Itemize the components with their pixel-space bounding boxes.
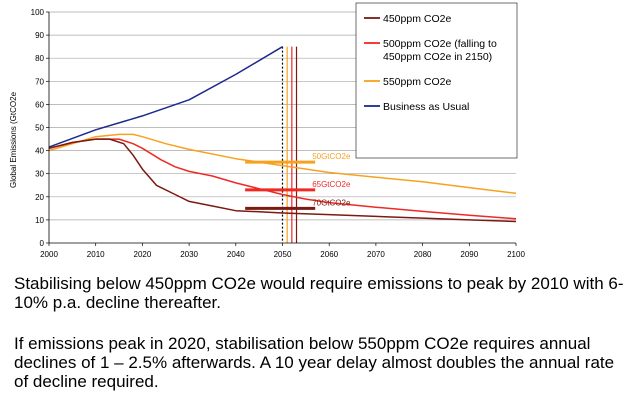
legend-box bbox=[355, 2, 518, 159]
annotation-label: 65GtCO2e bbox=[312, 180, 351, 189]
legend: 450ppm CO2e 500ppm CO2e (falling to 450ppm… bbox=[355, 2, 518, 159]
year-marker-lines bbox=[281, 46, 298, 243]
annotation-label: 50GtCO2e bbox=[312, 152, 351, 161]
y-tick-label: 20 bbox=[35, 193, 44, 202]
y-tick-label: 100 bbox=[31, 8, 45, 17]
legend-entry: 450ppm CO2e bbox=[383, 13, 451, 25]
legend-entry: 500ppm CO2e (falling to 450ppm CO2e in 21… bbox=[383, 38, 497, 63]
y-tick-label: 40 bbox=[35, 147, 44, 156]
x-axis-ticks: 2000 2010 2020 2030 2040 2050 2060 2070 2080 2090… bbox=[40, 243, 525, 259]
series-line bbox=[48, 138, 517, 220]
y-tick-label: 10 bbox=[35, 216, 44, 225]
caption-paragraph-1: Stabilising below 450ppm CO2e would requ… bbox=[14, 274, 624, 312]
series-lines bbox=[48, 46, 517, 223]
y-tick-label: 50 bbox=[35, 124, 44, 133]
x-tick-label: 2000 bbox=[40, 250, 58, 259]
y-tick-label: 60 bbox=[35, 100, 44, 109]
x-tick-label: 2020 bbox=[134, 250, 152, 259]
x-tick-label: 2060 bbox=[320, 250, 338, 259]
legend-entry: 550ppm CO2e bbox=[383, 76, 451, 88]
x-tick-label: 2100 bbox=[507, 250, 525, 259]
y-axis-label: Global Emissions (GtCO2e bbox=[9, 91, 18, 188]
y-tick-label: 80 bbox=[35, 54, 44, 63]
series-line bbox=[48, 133, 517, 195]
x-tick-label: 2040 bbox=[227, 250, 245, 259]
x-tick-label: 2030 bbox=[180, 250, 198, 259]
legend-entry: Business as Usual bbox=[383, 101, 469, 113]
y-tick-label: 30 bbox=[35, 170, 44, 179]
series-line bbox=[48, 138, 517, 223]
annotation-label: 70GtCO2e bbox=[312, 198, 351, 207]
x-tick-label: 2010 bbox=[87, 250, 105, 259]
x-tick-label: 2090 bbox=[460, 250, 478, 259]
series-line bbox=[48, 46, 283, 148]
annotations: 50GtCO2e 65GtCO2e 70GtCO2e bbox=[245, 152, 351, 210]
caption-paragraph-2: If emissions peak in 2020, stabilisation… bbox=[14, 334, 615, 391]
x-tick-label: 2080 bbox=[414, 250, 432, 259]
y-tick-label: 70 bbox=[35, 77, 44, 86]
y-tick-label: 90 bbox=[35, 31, 44, 40]
x-tick-label: 2050 bbox=[274, 250, 292, 259]
x-tick-label: 2070 bbox=[367, 250, 385, 259]
y-tick-label: 0 bbox=[40, 239, 45, 248]
y-axis-ticks: 0 10 20 30 40 50 60 70 80 90 100 bbox=[31, 8, 49, 248]
